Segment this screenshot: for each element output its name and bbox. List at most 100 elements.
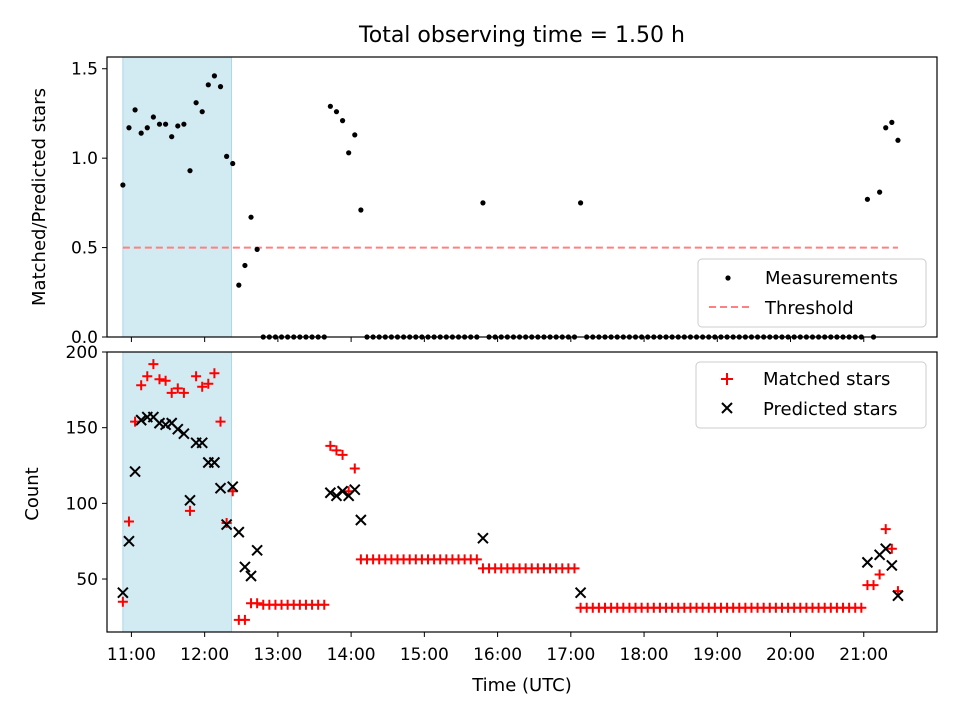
matched-star-point — [197, 381, 208, 392]
matched-star-point — [142, 371, 153, 382]
bottom-x-tick-label: 16:00 — [473, 645, 522, 665]
matched-star-point — [191, 371, 202, 382]
measurement-point — [193, 100, 199, 106]
measurement-point — [217, 84, 224, 90]
predicted-star-point — [886, 559, 898, 572]
measurement-point — [175, 123, 181, 129]
matched-star-point — [203, 378, 214, 389]
bottom-x-tick-label: 11:00 — [107, 645, 156, 665]
top-y-tick-label: 0.5 — [71, 239, 98, 259]
bottom-x-tick-label: 18:00 — [620, 645, 669, 665]
top-panel: 0.0 0.5 1.0 1.5 Matched/Predicted stars Mea… — [29, 56, 938, 348]
predicted-star-point — [208, 456, 221, 469]
measurement-point — [120, 182, 126, 188]
predicted-star-point — [172, 423, 184, 435]
bottom-x-tick-label: 20:00 — [766, 645, 815, 665]
predicted-star-point — [574, 586, 587, 599]
legend-measurements-label: Measurements — [765, 268, 898, 289]
predicted-star-point — [880, 543, 892, 555]
bottom-x-tick-label: 17:00 — [546, 645, 595, 665]
measurement-point — [138, 130, 144, 136]
measurement-point — [230, 160, 236, 167]
legend-predicted-label: Predicted stars — [763, 399, 897, 420]
top-shaded-region — [122, 56, 232, 338]
bottom-y-axis-label: Count — [22, 467, 43, 520]
predicted-star-point — [184, 494, 196, 507]
bottom-x-ticks: 11:00 12:00 13:00 14:00 15:00 16:00 17:00 18:00… — [107, 632, 888, 665]
measurement-point — [144, 125, 150, 131]
matched-star-point — [221, 518, 232, 529]
bottom-x-tick-label: 15:00 — [400, 645, 449, 665]
matched-star-point — [160, 375, 171, 386]
predicted-star-point — [220, 518, 233, 531]
measurement-point — [242, 262, 248, 269]
top-legend-box — [697, 258, 927, 328]
matched-star-point — [215, 416, 226, 427]
top-plot-marks — [120, 73, 901, 340]
measurement-point — [883, 125, 889, 131]
predicted-star-point — [861, 556, 874, 569]
measurement-point — [346, 150, 352, 156]
measurement-point — [248, 214, 254, 220]
measurement-point — [358, 207, 364, 213]
matched-star-point — [856, 602, 867, 613]
bottom-x-tick-label: 12:00 — [180, 645, 229, 665]
measurement-point — [327, 103, 333, 109]
predicted-star-point — [330, 490, 343, 502]
top-y-ticks: 0.0 0.5 1.0 1.5 — [71, 60, 107, 348]
matched-star-point — [874, 569, 885, 580]
bottom-plot-marks — [117, 359, 904, 625]
measurement-point — [352, 132, 358, 138]
matched-star-point — [868, 580, 879, 591]
measurement-point — [205, 82, 211, 88]
measurement-point — [162, 121, 169, 127]
matched-star-point — [154, 374, 165, 385]
predicted-star-point — [117, 586, 129, 599]
measurement-point — [126, 125, 132, 131]
matched-star-point — [117, 596, 128, 607]
bottom-shade-rect — [122, 351, 232, 633]
bottom-x-tick-label: 13:00 — [253, 645, 302, 665]
measurement-point — [889, 119, 895, 125]
predicted-star-point — [245, 570, 257, 582]
matched-star-point — [337, 449, 348, 460]
measurement-point — [480, 200, 486, 206]
legend-matched-marker — [721, 373, 733, 385]
measurement-point — [236, 282, 242, 288]
predicted-star-point — [123, 535, 135, 547]
legend-threshold-label: Threshold — [764, 298, 854, 319]
predicted-star-point — [892, 589, 904, 602]
predicted-star-point — [336, 485, 349, 497]
matched-star-point — [178, 387, 189, 398]
measurement-point — [333, 109, 340, 115]
measurement-point — [864, 196, 871, 202]
legend-matched-label: Matched stars — [763, 369, 890, 390]
matched-star-point — [209, 368, 220, 379]
figure-title: Total observing time = 1.50 h — [358, 23, 685, 48]
predicted-star-point — [135, 414, 147, 426]
bottom-axes-frame — [106, 351, 938, 633]
top-axes-frame — [106, 56, 938, 338]
measurement-point — [132, 107, 138, 113]
predicted-star-point — [196, 437, 208, 449]
matched-star-point — [325, 440, 336, 451]
top-legend: Measurements Threshold — [697, 258, 927, 328]
matched-star-point — [148, 359, 159, 370]
bottom-shaded-region — [122, 351, 232, 633]
matched-star-point — [185, 505, 195, 516]
measurement-point — [577, 200, 584, 206]
predicted-star-point — [214, 482, 227, 494]
predicted-star-point — [324, 487, 337, 499]
bottom-y-tick-label: 50 — [76, 570, 98, 590]
matched-star-point — [252, 598, 263, 609]
measurement-point — [877, 189, 883, 195]
matched-star-point — [123, 516, 134, 527]
measurement-point — [211, 73, 218, 79]
bottom-x-tick-label: 19:00 — [693, 645, 742, 665]
matched-star-point — [349, 463, 360, 474]
bottom-legend: Matched stars Predicted stars — [695, 361, 927, 429]
matched-star-point — [166, 387, 177, 398]
predicted-star-point — [233, 526, 245, 538]
predicted-star-point — [129, 465, 141, 478]
